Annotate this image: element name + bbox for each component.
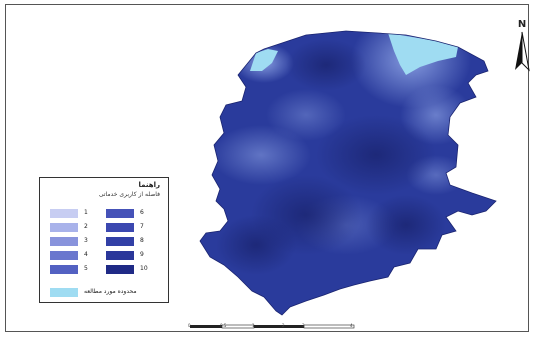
map-canvas — [199, 30, 497, 316]
north-arrow-icon — [515, 31, 530, 72]
legend-swatch — [106, 223, 134, 232]
study-area-swatch — [50, 288, 78, 297]
legend-class-label: 9 — [140, 251, 144, 258]
legend-class-label: 5 — [84, 265, 88, 272]
distance-surface — [200, 31, 496, 315]
legend-class-10: 10 — [106, 264, 162, 275]
study-area-north — [388, 33, 458, 75]
legend-study-area: محدوده مورد مطالعه — [50, 287, 162, 298]
legend-class-3: 3 — [50, 236, 106, 247]
legend-class-6: 6 — [106, 208, 162, 219]
legend-title: راهنما — [138, 181, 160, 189]
legend-class-2: 2 — [50, 222, 106, 233]
north-label: N — [517, 19, 527, 30]
study-area-label: محدوده مورد مطالعه — [84, 288, 137, 295]
legend-swatch — [50, 265, 78, 274]
north-arrow: N — [512, 19, 532, 75]
legend-class-9: 9 — [106, 250, 162, 261]
legend-swatch — [50, 209, 78, 218]
legend-swatch — [106, 209, 134, 218]
legend-class-5: 5 — [50, 264, 106, 275]
legend-class-label: 7 — [140, 223, 144, 230]
legend-swatch — [50, 223, 78, 232]
legend-class-label: 10 — [140, 265, 148, 272]
legend-class-label: 8 — [140, 237, 144, 244]
legend-class-label: 3 — [84, 237, 88, 244]
scale-tick-label: 4 — [350, 323, 353, 328]
legend-swatch — [106, 237, 134, 246]
legend-class-label: 6 — [140, 209, 144, 216]
legend-class-8: 8 — [106, 236, 162, 247]
legend-swatch — [50, 251, 78, 260]
scale-tick-label: 3 — [302, 323, 305, 328]
legend-class-1: 1 — [50, 208, 106, 219]
legend-class-label: 4 — [84, 251, 88, 258]
legend: راهنما فاصله از کاربری خدماتی 1 2 3 4 5 6 7 8 9 1… — [39, 177, 169, 303]
legend-class-7: 7 — [106, 222, 162, 233]
legend-class-label: 1 — [84, 209, 88, 216]
legend-swatch — [106, 265, 134, 274]
map-frame: N راهنما فاصله از کاربری خدماتی 1 2 3 4 5 6 7 8… — [5, 4, 532, 332]
scale-tick-label: 2 — [282, 323, 285, 328]
scale-bar-graphic — [190, 324, 355, 329]
legend-subtitle: فاصله از کاربری خدماتی — [98, 191, 160, 198]
scale-tick-label: 0 — [188, 323, 191, 328]
scale-bar: 0 0.5 1 2 3 4 — [186, 316, 366, 330]
study-area-northwest — [250, 49, 278, 71]
scale-tick-label: 1 — [252, 323, 255, 328]
legend-swatch — [50, 237, 78, 246]
legend-swatch — [106, 251, 134, 260]
scale-tick-label: 0.5 — [220, 323, 227, 328]
legend-class-label: 2 — [84, 223, 88, 230]
legend-class-4: 4 — [50, 250, 106, 261]
